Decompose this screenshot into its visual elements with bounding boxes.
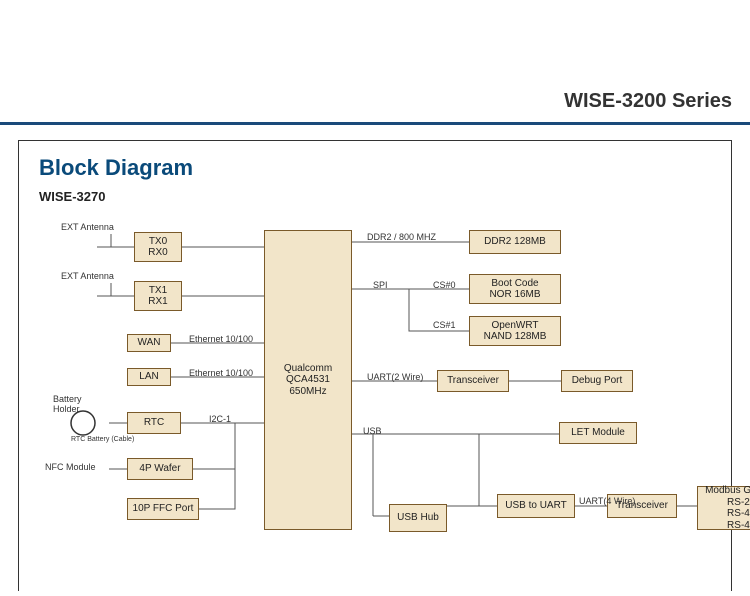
- node-boot: Boot CodeNOR 16MB: [469, 274, 561, 304]
- diagram-wires: [39, 216, 711, 596]
- label-bat: BatteryHolder: [53, 394, 82, 414]
- node-ffc: 10P FFC Port: [127, 498, 199, 520]
- series-title: WISE-3200 Series: [564, 90, 732, 113]
- node-ddr: DDR2 128MB: [469, 230, 561, 254]
- node-hub: USB Hub: [389, 504, 447, 532]
- label-rtcc: RTC Battery (Cable): [71, 436, 134, 443]
- label-ddr2: DDR2 / 800 MHZ: [367, 232, 436, 242]
- label-cs1: CS#1: [433, 320, 456, 330]
- node-owrt: OpenWRTNAND 128MB: [469, 316, 561, 346]
- node-u2u: USB to UART: [497, 494, 575, 518]
- node-wan: WAN: [127, 334, 171, 352]
- label-eth2: Ethernet 10/100: [189, 368, 253, 378]
- node-wafer: 4P Wafer: [127, 458, 193, 480]
- section-subtitle: WISE-3270: [39, 189, 711, 204]
- label-ant0: EXT Antenna: [61, 222, 114, 232]
- node-dbg: Debug Port: [561, 370, 633, 392]
- label-i2c: I2C-1: [209, 414, 231, 424]
- page-body: Block Diagram WISE-3270 TX0RX0 TX1RX1 WAN L…: [18, 140, 732, 591]
- label-nfc: NFC Module: [45, 462, 96, 472]
- node-lan: LAN: [127, 368, 171, 386]
- label-uart4: UART(4 Wire): [579, 496, 635, 506]
- block-diagram: TX0RX0 TX1RX1 WAN LAN RTC 4P Wafer 10P FFC Por…: [39, 216, 711, 596]
- label-ant1: EXT Antenna: [61, 271, 114, 281]
- node-tx0: TX0RX0: [134, 232, 182, 262]
- label-cs0: CS#0: [433, 280, 456, 290]
- node-tx1: TX1RX1: [134, 281, 182, 311]
- label-eth1: Ethernet 10/100: [189, 334, 253, 344]
- node-rtc: RTC: [127, 412, 181, 434]
- label-usb: USB: [363, 426, 382, 436]
- section-title: Block Diagram: [39, 155, 711, 181]
- node-xcvr1: Transceiver: [437, 370, 509, 392]
- label-uart2: UART(2 Wire): [367, 372, 423, 382]
- header-rule: [0, 122, 750, 125]
- node-mbg: Modbus GatewayRS-232RS-422RS-485: [697, 486, 750, 530]
- label-spi: SPI: [373, 280, 388, 290]
- node-let: LET Module: [559, 422, 637, 444]
- node-soc: QualcommQCA4531650MHz: [264, 230, 352, 530]
